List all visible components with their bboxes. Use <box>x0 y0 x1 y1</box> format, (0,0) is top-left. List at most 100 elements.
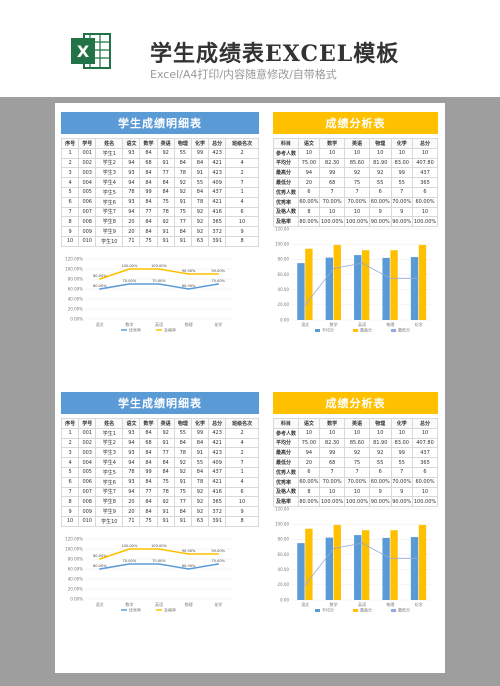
column-header: 语文 <box>297 138 321 149</box>
sheet-preview-1: 学生成绩明细表 成绩分析表 序号 学号 姓名 语文 数学 英语 物理 化学 总分 班级名次 1 001… <box>55 103 445 393</box>
table-cell: 91 <box>156 515 175 527</box>
table-cell: 77 <box>156 447 175 459</box>
y-tick-label: 100.00% <box>65 266 83 271</box>
table-cell: 84 <box>190 466 210 478</box>
table-cell: 55 <box>390 177 414 188</box>
analysis-table: 科目 语文 数学 英语 物理 化学 总分 参考人数 10 10 10 10 10 10 平均分 75.00 82… <box>273 418 438 508</box>
table-cell: 3 <box>60 167 80 179</box>
table-cell: 1 <box>60 147 80 159</box>
table-cell: 学生1 <box>95 147 124 159</box>
table-cell: 94 <box>122 206 141 218</box>
table-cell: 10 <box>412 206 438 218</box>
table-cell: 005 <box>78 186 97 198</box>
data-label: 100.00% <box>151 264 168 268</box>
table-row: 最高分 94 99 92 92 99 437 <box>273 447 438 459</box>
table-row: 1 001 学生1 93 84 92 55 99 423 2 <box>60 147 259 159</box>
table-cell: 5 <box>60 186 80 198</box>
series-line <box>304 262 419 306</box>
table-row: 最低分 20 68 75 55 55 365 <box>273 457 438 468</box>
table-cell: 68 <box>319 177 346 188</box>
column-header: 数学 <box>139 138 158 149</box>
table-cell: 学生2 <box>95 437 124 449</box>
table-cell: 9 <box>390 486 414 498</box>
table-header-row: 科目 语文 数学 英语 物理 化学 总分 <box>273 418 438 429</box>
table-cell: 7 <box>319 186 346 198</box>
column-header: 数学 <box>319 418 346 429</box>
table-cell: 10 <box>412 427 438 439</box>
table-cell: 8 <box>297 486 321 498</box>
table-cell: 99 <box>190 147 210 159</box>
table-cell: 001 <box>78 147 97 159</box>
table-cell: 75 <box>344 177 370 188</box>
y-tick-label: 0.00% <box>70 596 83 601</box>
x-tick-label: 数学 <box>330 601 338 607</box>
x-tick-label: 英语 <box>358 601 366 607</box>
y-tick-label: 40.00% <box>68 296 83 301</box>
table-cell: 006 <box>78 196 97 208</box>
table-cell: 94 <box>122 177 141 188</box>
page-subtitle: Excel/A4打印/内容随意修改/自带格式 <box>150 68 337 81</box>
table-row: 8 008 学生8 20 84 92 77 92 365 10 <box>60 216 259 228</box>
table-row: 及格人数 8 10 10 9 9 10 <box>273 486 438 498</box>
table-cell: 92 <box>190 496 210 508</box>
x-tick-label: 化学 <box>214 321 222 327</box>
x-tick-label: 化学 <box>415 321 423 327</box>
x-tick-label: 化学 <box>214 601 222 607</box>
data-point <box>99 288 101 290</box>
legend-swatch <box>353 609 358 612</box>
table-cell: 6 <box>225 486 259 498</box>
table-cell: 84 <box>139 177 158 188</box>
table-cell: 77 <box>173 496 192 508</box>
table-cell: 68 <box>319 457 346 468</box>
table-cell: 77 <box>139 206 158 218</box>
table-cell: 84 <box>156 177 175 188</box>
table-cell: 001 <box>78 427 97 439</box>
table-cell: 6 <box>412 466 438 478</box>
table-cell: 学生4 <box>95 177 124 188</box>
table-cell: 2 <box>225 427 259 439</box>
table-cell: 008 <box>78 496 97 508</box>
table-cell: 99 <box>390 447 414 459</box>
table-cell: 94 <box>297 447 321 459</box>
data-point <box>158 548 160 550</box>
excel-logo-letter: X <box>77 42 90 61</box>
table-cell: 及格人数 <box>273 486 299 498</box>
data-point <box>217 283 219 285</box>
table-row: 3 003 学生3 93 84 77 78 91 423 2 <box>60 167 259 179</box>
table-cell: 92 <box>190 226 210 237</box>
table-row: 2 002 学生2 94 68 91 84 84 421 4 <box>60 437 259 449</box>
table-cell: 99 <box>139 466 158 478</box>
data-label: 60.00% <box>93 564 107 568</box>
table-cell: 2 <box>60 157 80 169</box>
table-cell: 7 <box>60 486 80 498</box>
table-cell: 10 <box>60 235 80 247</box>
y-tick-label: 100.00 <box>275 521 289 526</box>
y-tick-label: 100.00 <box>275 241 289 246</box>
table-cell: 84 <box>139 427 158 439</box>
x-tick-label: 语文 <box>301 321 309 327</box>
column-header: 科目 <box>273 418 299 429</box>
rate-line-chart: 0.00% 20.00% 40.00% 60.00% 80.00% 100.00% 120.… <box>65 256 233 332</box>
table-cell: 20 <box>297 177 321 188</box>
table-cell: 82.30 <box>319 157 346 169</box>
table-cell: 92 <box>156 147 175 159</box>
table-cell: 20 <box>122 506 141 517</box>
table-cell: 100.00% <box>412 496 438 508</box>
data-point <box>217 563 219 565</box>
table-cell: 60.00% <box>368 476 392 488</box>
column-header: 英语 <box>344 138 370 149</box>
data-label: 70.00% <box>211 559 225 563</box>
x-tick-label: 物理 <box>185 321 193 327</box>
table-cell: 83.00 <box>390 437 414 449</box>
table-cell: 423 <box>208 167 227 179</box>
table-cell: 84 <box>173 506 192 517</box>
table-cell: 010 <box>78 515 97 527</box>
table-cell: 学生10 <box>95 235 124 247</box>
bar <box>325 537 333 600</box>
data-point <box>187 288 190 290</box>
table-cell: 423 <box>208 147 227 159</box>
table-cell: 学生3 <box>95 167 124 179</box>
column-header: 总分 <box>412 418 438 429</box>
table-cell: 92 <box>368 447 392 459</box>
column-header: 序号 <box>60 138 80 149</box>
